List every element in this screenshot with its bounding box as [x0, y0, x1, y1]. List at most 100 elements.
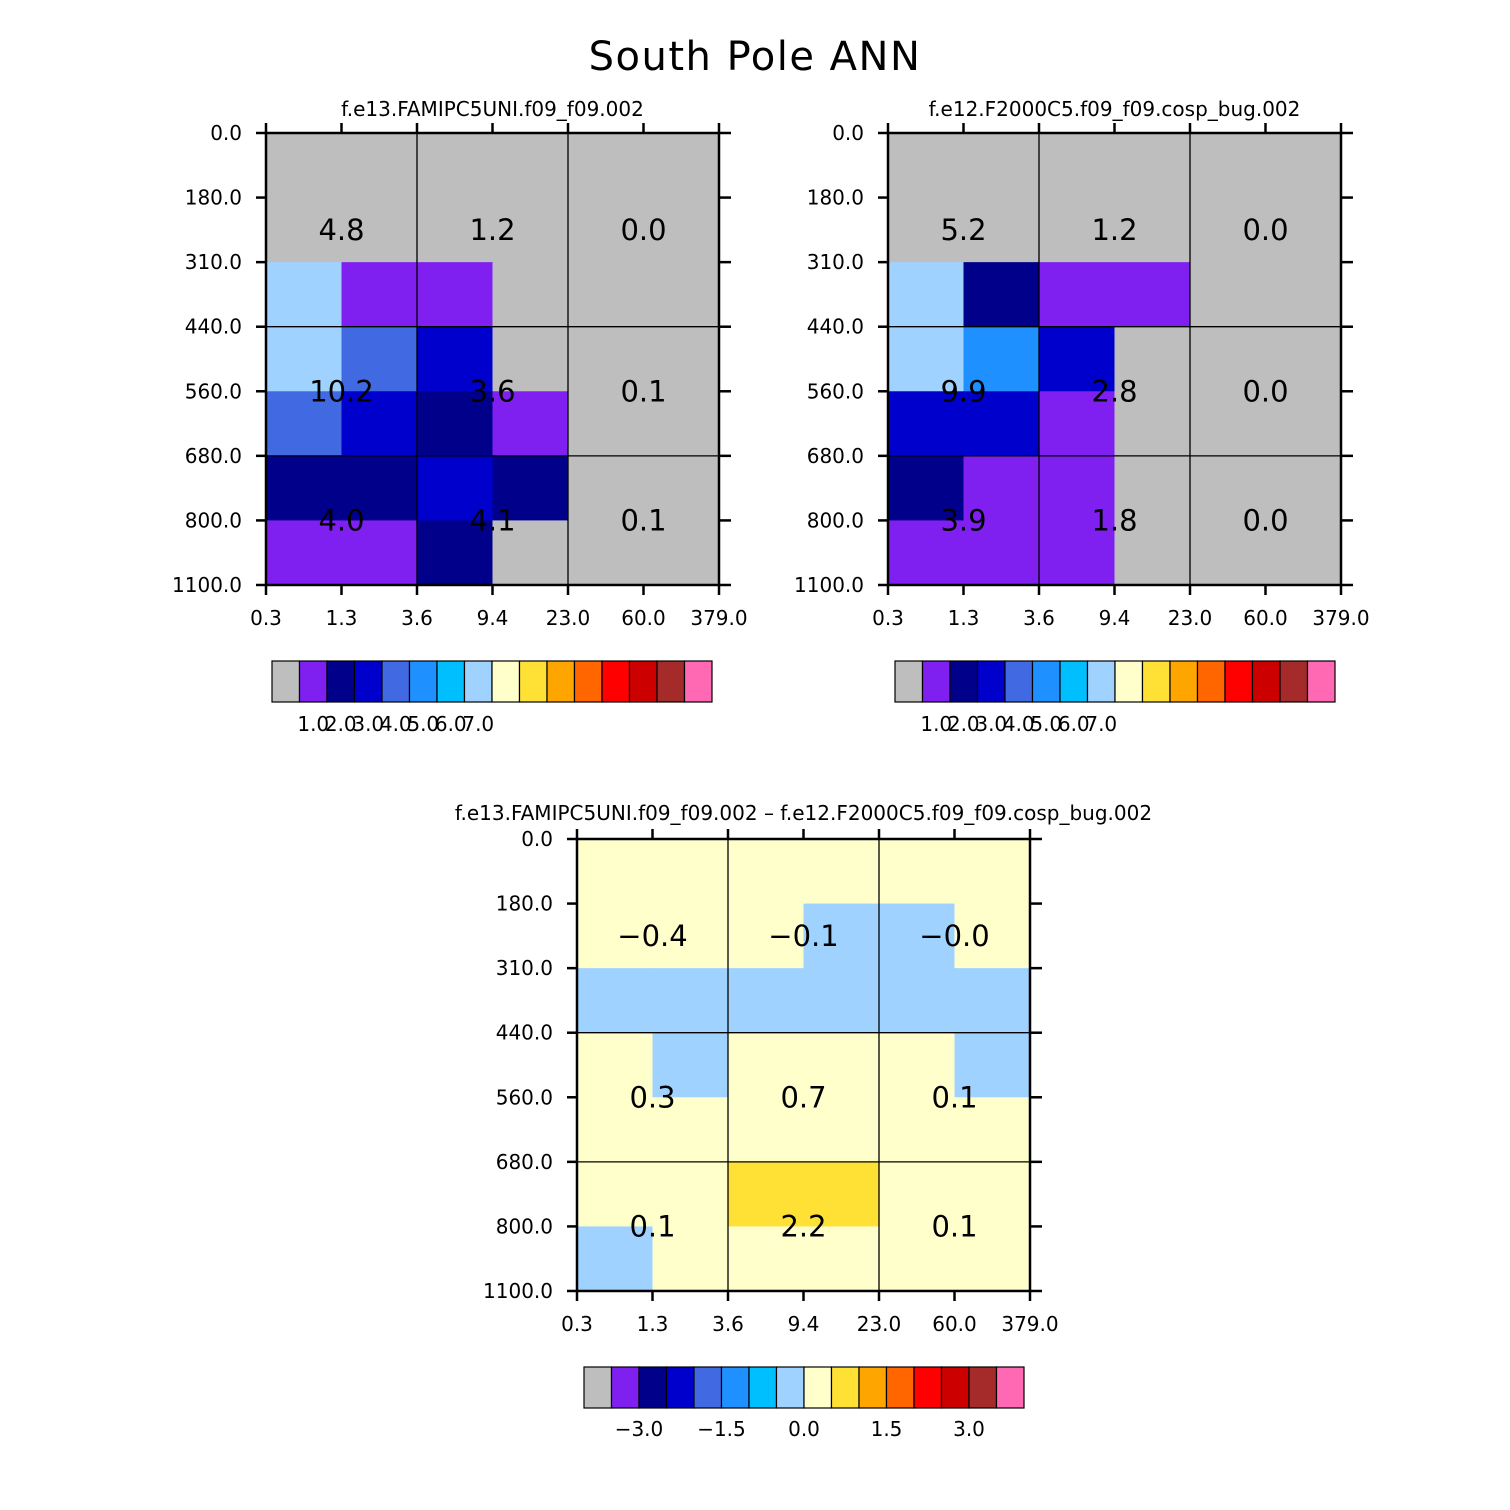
heatmap-cell: [1265, 197, 1342, 263]
x-tick-label: 9.4: [788, 1312, 820, 1336]
heatmap-cell: [963, 262, 1040, 328]
heatmap-cell: [417, 326, 494, 392]
colorbar-swatch: [491, 660, 521, 703]
y-tick-label: 440.0: [185, 315, 242, 339]
colorbar-swatch: [1086, 660, 1116, 703]
heatmap-cell: [888, 391, 965, 457]
colorbar-label: 6.0: [1058, 712, 1090, 736]
block-sum-label: 4.0: [318, 503, 364, 537]
heatmap-cell: [1265, 133, 1342, 199]
colorbar-swatch: [628, 660, 658, 703]
colorbar-swatch: [518, 660, 548, 703]
heatmap-cell: [1114, 262, 1191, 328]
heatmap-cell: [266, 455, 343, 522]
heatmap-cell: [652, 968, 729, 1034]
heatmap-cell: [652, 839, 729, 905]
block-sum-label: −0.4: [617, 919, 687, 953]
heatmap-cell: [963, 455, 1040, 522]
heatmap-cell: [492, 455, 569, 522]
heatmap-cell: [1114, 197, 1191, 263]
heatmap-cell: [266, 391, 343, 457]
heatmap-cell: [417, 455, 494, 522]
heatmap-cell: [492, 326, 569, 392]
heatmap-cell: [568, 520, 645, 586]
block-sum-label: 0.3: [629, 1080, 675, 1114]
x-tick-label: 0.3: [561, 1312, 593, 1336]
heatmap-cell: [341, 197, 418, 263]
colorbar-label: 2.0: [948, 712, 980, 736]
y-tick-label: 800.0: [807, 508, 864, 532]
heatmap-cell: [417, 262, 494, 328]
x-tick-label: 0.3: [250, 606, 282, 630]
heatmap-cell: [492, 197, 569, 263]
heatmap-cell: [803, 1097, 880, 1163]
colorbar-swatch: [968, 1366, 998, 1409]
heatmap-cell: [341, 455, 418, 522]
colorbar-swatch: [1114, 660, 1144, 703]
block-sum-label: 1.8: [1091, 503, 1137, 537]
heatmap-cell: [728, 903, 805, 969]
y-tick-label: 180.0: [185, 186, 242, 210]
block-sum-label: 0.0: [1242, 503, 1288, 537]
block-sum-label: 1.2: [1091, 213, 1137, 247]
colorbar-swatch: [748, 1366, 778, 1409]
colorbar-swatch: [1196, 660, 1226, 703]
heatmap-cell: [577, 1032, 654, 1098]
heatmap-cell: [1190, 326, 1267, 392]
heatmap-cell: [803, 1226, 880, 1292]
heatmap-cell: [568, 262, 645, 328]
block-sum-label: 0.0: [620, 213, 666, 247]
colorbar-swatch: [1031, 660, 1061, 703]
x-tick-label: 379.0: [1001, 1312, 1058, 1336]
heatmap-cell: [1039, 455, 1116, 522]
heatmap-cell: [879, 1226, 956, 1292]
heatmap-cell: [643, 197, 720, 263]
x-tick-label: 3.6: [712, 1312, 744, 1336]
heatmap-cell: [568, 391, 645, 457]
heatmap-cell: [954, 1032, 1031, 1098]
heatmap-cell: [1039, 262, 1116, 328]
panel-title: f.e13.FAMIPC5UNI.f09_f09.002 – f.e12.F20…: [455, 801, 1152, 825]
heatmap-cell: [652, 903, 729, 969]
colorbar-label: 0.0: [788, 1417, 820, 1441]
heatmap-cell: [266, 326, 343, 392]
block-sum-label: 0.7: [780, 1080, 826, 1114]
colorbar-label: 2.0: [325, 712, 357, 736]
heatmap-cell: [888, 520, 965, 586]
heatmap-cell: [652, 1226, 729, 1292]
block-sum-label: −0.0: [919, 919, 989, 953]
colorbar-swatch: [408, 660, 438, 703]
heatmap-cell: [1039, 391, 1116, 457]
heatmap-cell: [803, 1161, 880, 1228]
block-sum-label: 2.8: [1091, 374, 1137, 408]
panel-2: f.e12.F2000C5.f09_f09.cosp_bug.002 0.0 180…: [794, 97, 1370, 736]
y-tick-label: 0.0: [832, 121, 864, 145]
panel-1: f.e13.FAMIPC5UNI.f09_f09.002 0.0 180.0 310.…: [172, 97, 748, 736]
heatmap-cell: [963, 520, 1040, 586]
colorbar-label: 7.0: [1085, 712, 1117, 736]
heatmap-cell: [652, 1097, 729, 1163]
y-tick-label: 680.0: [185, 444, 242, 468]
colorbar-swatch: [940, 1366, 970, 1409]
y-tick-label: 680.0: [807, 444, 864, 468]
heatmap-cell: [266, 133, 343, 199]
heatmap-cell: [643, 133, 720, 199]
colorbar-swatch: [638, 1366, 668, 1409]
heatmap-cell: [1190, 262, 1267, 328]
heatmap-cell: [577, 1226, 654, 1292]
heatmap-cell: [643, 326, 720, 392]
heatmap-cell: [728, 1097, 805, 1163]
y-tick-label: 800.0: [496, 1214, 553, 1238]
block-sum-label: 0.1: [629, 1209, 675, 1243]
x-tick-label: 3.6: [401, 606, 433, 630]
heatmap-cell: [963, 326, 1040, 392]
heatmap-cell: [728, 1032, 805, 1098]
y-tick-label: 560.0: [807, 379, 864, 403]
colorbar-swatch: [921, 660, 951, 703]
colorbar-swatch: [894, 660, 924, 703]
heatmap-cell: [803, 968, 880, 1034]
colorbar-label: 1.0: [297, 712, 329, 736]
x-tick-label: 60.0: [621, 606, 666, 630]
heatmap-cell: [888, 455, 965, 522]
y-tick-label: 1100.0: [483, 1279, 553, 1303]
